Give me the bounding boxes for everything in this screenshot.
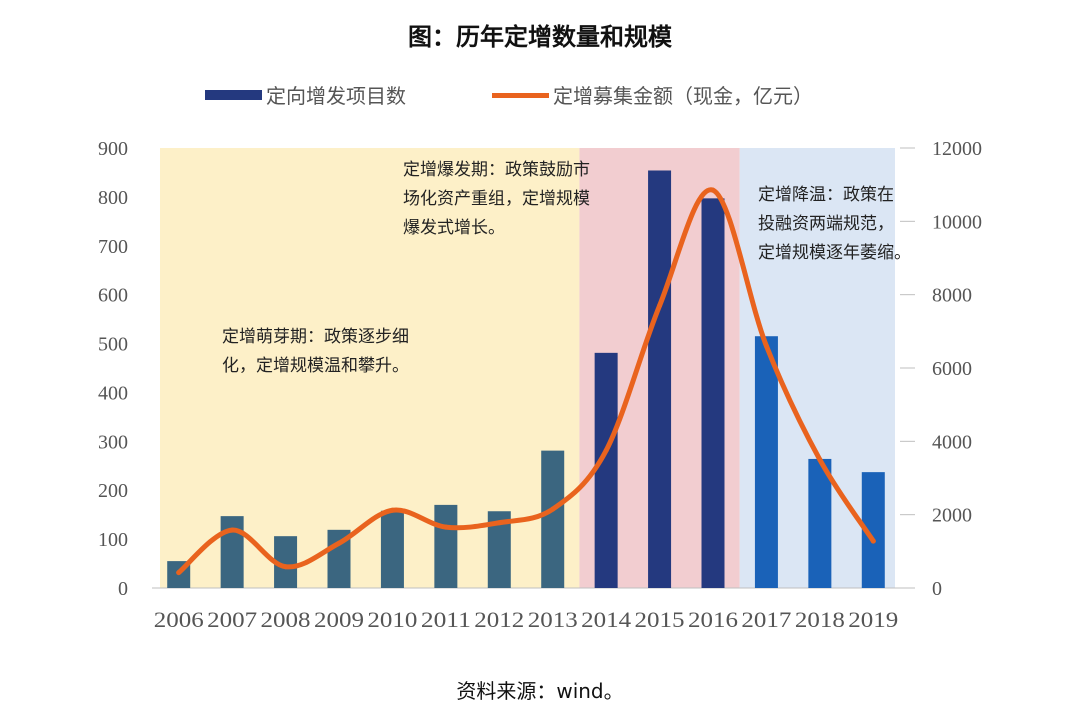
chart-title: 图：历年定增数量和规模	[408, 23, 673, 51]
x-tick-label: 2006	[154, 607, 204, 632]
annotation-line: 定增规模逐年萎缩。	[758, 243, 911, 263]
annotation-line: 场化资产重组，定增规模	[403, 189, 590, 209]
annotation-line: 投融资两端规范，	[758, 214, 894, 234]
bar-series	[167, 170, 885, 588]
line-point-2014	[603, 448, 609, 453]
bar-2011	[434, 504, 458, 588]
bar-2016	[701, 198, 725, 588]
x-tick-label: 2017	[741, 607, 791, 632]
x-tick-label: 2014	[581, 607, 631, 632]
x-tick-label: 2009	[314, 607, 364, 632]
bar-2014	[594, 352, 618, 588]
legend-line-label: 定增募集金额（现金，亿元）	[553, 84, 813, 108]
y-left-tick-label: 300	[98, 431, 128, 453]
y-left-tick-label: 0	[118, 578, 128, 600]
chart-legend: 定向增发项目数 定增募集金额（现金，亿元）	[205, 84, 813, 108]
y-left-tick-label: 800	[98, 187, 128, 209]
line-point-2009	[336, 540, 342, 546]
bar-2012	[487, 511, 511, 588]
line-point-2019	[870, 538, 876, 544]
x-tick-label: 2011	[421, 607, 471, 632]
line-point-2006	[176, 570, 182, 576]
x-tick-label: 2019	[848, 607, 898, 632]
line-point-2012	[496, 520, 502, 526]
bar-2010	[380, 510, 404, 588]
bar-2013	[541, 450, 565, 588]
y-left-tick-label: 600	[98, 285, 128, 307]
line-point-2008	[283, 564, 289, 570]
x-tick-label: 2018	[795, 607, 845, 632]
bar-2017	[754, 336, 778, 588]
line-point-2015	[657, 303, 663, 309]
source-note: 资料来源：wind。	[456, 679, 623, 703]
y-left-tick-label: 700	[98, 236, 128, 258]
y-right-tick-label: 12000	[932, 138, 982, 160]
y-left-tick-label: 500	[98, 334, 128, 356]
line-series	[176, 187, 876, 576]
y-right-tick-label: 2000	[932, 505, 972, 527]
y-left-tick-label: 100	[98, 529, 128, 551]
line-point-2010	[389, 507, 395, 513]
legend-bar-swatch	[205, 90, 262, 100]
legend-bar-label: 定向增发项目数	[266, 84, 406, 108]
annotation-line: 定增爆发期：政策鼓励市	[403, 160, 590, 180]
line-point-2013	[550, 506, 556, 512]
axes: 0 100 200 300 400 500 600 700 800 900 0 2000 4000 600…	[98, 138, 982, 632]
bar-2008	[274, 536, 298, 588]
line-point-2007	[229, 527, 235, 533]
y-left-tick-label: 400	[98, 382, 128, 404]
line-point-2017	[763, 343, 769, 349]
x-tick-label: 2013	[528, 607, 578, 632]
x-tick-label: 2012	[474, 607, 524, 632]
line-point-2016	[710, 187, 716, 193]
y-right-tick-label: 8000	[932, 285, 972, 307]
y-right-tick-label: 0	[932, 578, 942, 600]
line-point-2018	[817, 457, 823, 463]
bar-2007	[220, 516, 244, 588]
annotation-line: 定增降温：政策在	[758, 185, 894, 205]
x-tick-label: 2007	[207, 607, 257, 632]
x-tick-label: 2010	[367, 607, 417, 632]
annotation-line: 爆发式增长。	[403, 218, 505, 238]
line-point-2011	[443, 524, 449, 530]
y-left-tick-label: 900	[98, 138, 128, 160]
x-tick-label: 2016	[688, 607, 738, 632]
annotation-line: 化，定增规模温和攀升。	[222, 356, 409, 376]
bar-2018	[808, 458, 832, 588]
y-left-tick-label: 200	[98, 480, 128, 502]
x-tick-label: 2015	[635, 607, 685, 632]
annotation-line: 定增萌芽期：政策逐步细	[222, 327, 409, 347]
y-right-tick-label: 4000	[932, 431, 972, 453]
legend-line-swatch	[492, 93, 549, 98]
bar-2019	[861, 472, 885, 588]
y-right-tick-label: 6000	[932, 358, 972, 380]
bar-2015	[648, 170, 672, 588]
x-tick-label: 2008	[261, 607, 311, 632]
y-right-tick-label: 10000	[932, 211, 982, 233]
